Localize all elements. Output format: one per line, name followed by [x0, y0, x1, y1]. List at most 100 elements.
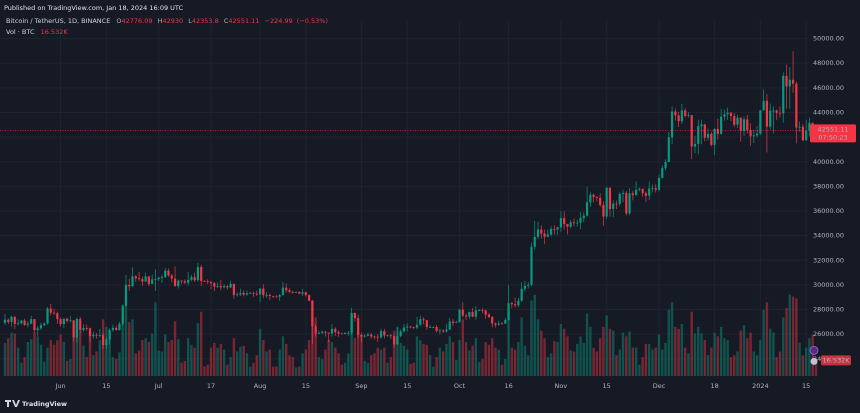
volume-bar: [664, 342, 667, 376]
volume-bar: [661, 349, 664, 376]
candle-body: [350, 312, 353, 333]
x-tick-label: 15: [603, 382, 611, 390]
candle-body: [363, 335, 366, 337]
volume-bar: [484, 342, 487, 376]
candle-body: [432, 326, 435, 328]
volume-bar: [432, 366, 435, 376]
candle-body: [654, 188, 657, 190]
volume-bar: [13, 333, 17, 376]
candle-body: [514, 304, 517, 306]
candle-body: [242, 292, 245, 295]
volume-bar: [203, 366, 206, 376]
volume-bar: [255, 355, 258, 376]
volume-bar: [719, 326, 723, 376]
change: −224.99: [265, 17, 293, 25]
candle-body: [20, 320, 23, 324]
volume-bar: [415, 336, 419, 376]
candle-body: [304, 292, 307, 296]
volume-bar: [239, 346, 242, 376]
volume-bar: [379, 349, 383, 376]
y-tick-label: 36000.00: [813, 207, 844, 215]
candle-body: [157, 277, 160, 280]
candle-body: [393, 336, 396, 345]
volume-bar: [278, 349, 281, 376]
candle-body: [187, 279, 190, 283]
x-tick-label: 15: [403, 382, 411, 390]
candle-body: [308, 295, 311, 301]
volume-bar: [177, 339, 180, 376]
volume-bar: [507, 311, 510, 376]
candle-body: [723, 114, 726, 117]
candle-body: [415, 324, 419, 328]
volume-bar: [615, 355, 618, 376]
volume-bar: [219, 343, 223, 376]
candle-body: [200, 267, 203, 282]
candle-body: [703, 124, 706, 138]
volume-bar: [638, 364, 641, 376]
volume-bar: [788, 294, 791, 376]
candle-body: [638, 188, 641, 190]
candle-body: [572, 222, 576, 224]
candle-body: [422, 319, 425, 321]
candle-body: [585, 202, 589, 216]
candle-body: [376, 336, 379, 338]
volume-bar: [742, 325, 746, 376]
volume-bar: [252, 362, 255, 376]
volume-bar: [628, 331, 631, 376]
candle-body: [657, 177, 661, 190]
footer-bar: [0, 396, 860, 413]
published-header: Published on TradingView.com, Jan 18, 20…: [4, 4, 184, 12]
y-tick-label: 28000.00: [813, 306, 844, 314]
brand-logo: [5, 400, 20, 407]
volume-bar: [229, 357, 232, 376]
candle-body: [468, 312, 471, 317]
volume-bar: [98, 340, 102, 376]
volume-bar: [3, 342, 7, 376]
x-tick-label: Jun: [55, 382, 66, 390]
volume-bar: [65, 360, 69, 376]
volume-bar: [114, 359, 118, 376]
candle-body: [759, 110, 762, 134]
x-tick-label: 2024: [752, 382, 769, 390]
countdown-label: 07:50:23: [818, 133, 847, 141]
volume-bar: [245, 353, 249, 376]
candle-body: [497, 323, 500, 325]
volume-bar: [347, 353, 350, 376]
volume-bar: [487, 344, 491, 376]
volume-bar: [262, 340, 265, 376]
volume-bar: [746, 338, 749, 376]
volume-bar: [654, 347, 657, 376]
volume-bar: [729, 357, 733, 376]
volume-bar: [445, 343, 448, 376]
volume-bar: [441, 351, 445, 376]
candle-body: [667, 137, 670, 162]
candle-body: [706, 133, 710, 138]
candle-body: [438, 330, 442, 332]
c-key: C: [224, 17, 229, 25]
volume-bar: [644, 343, 648, 376]
candle-body: [412, 327, 415, 328]
volume-bar: [683, 347, 687, 376]
volume-bar: [396, 326, 399, 376]
candle-body: [10, 316, 13, 322]
volume-bar: [141, 340, 144, 376]
candle-body: [523, 285, 527, 289]
candle-body: [651, 188, 654, 190]
candle-body: [700, 124, 703, 127]
candle-body: [108, 329, 111, 340]
candle-body: [173, 278, 177, 287]
candle-body: [464, 315, 468, 317]
volume-bar: [556, 342, 559, 376]
candle-body: [448, 321, 451, 330]
candle-body: [72, 320, 75, 338]
volume-bar: [612, 330, 615, 376]
candle-body: [190, 277, 193, 280]
candle-body: [13, 316, 16, 324]
y-tick-label: 48000.00: [813, 59, 844, 67]
volume-bar: [595, 351, 599, 376]
volume-bar: [618, 349, 621, 376]
candle-body: [782, 75, 785, 114]
volume-bar: [438, 347, 442, 376]
y-tick-label: 32000.00: [813, 256, 844, 264]
candle-body: [484, 310, 487, 315]
